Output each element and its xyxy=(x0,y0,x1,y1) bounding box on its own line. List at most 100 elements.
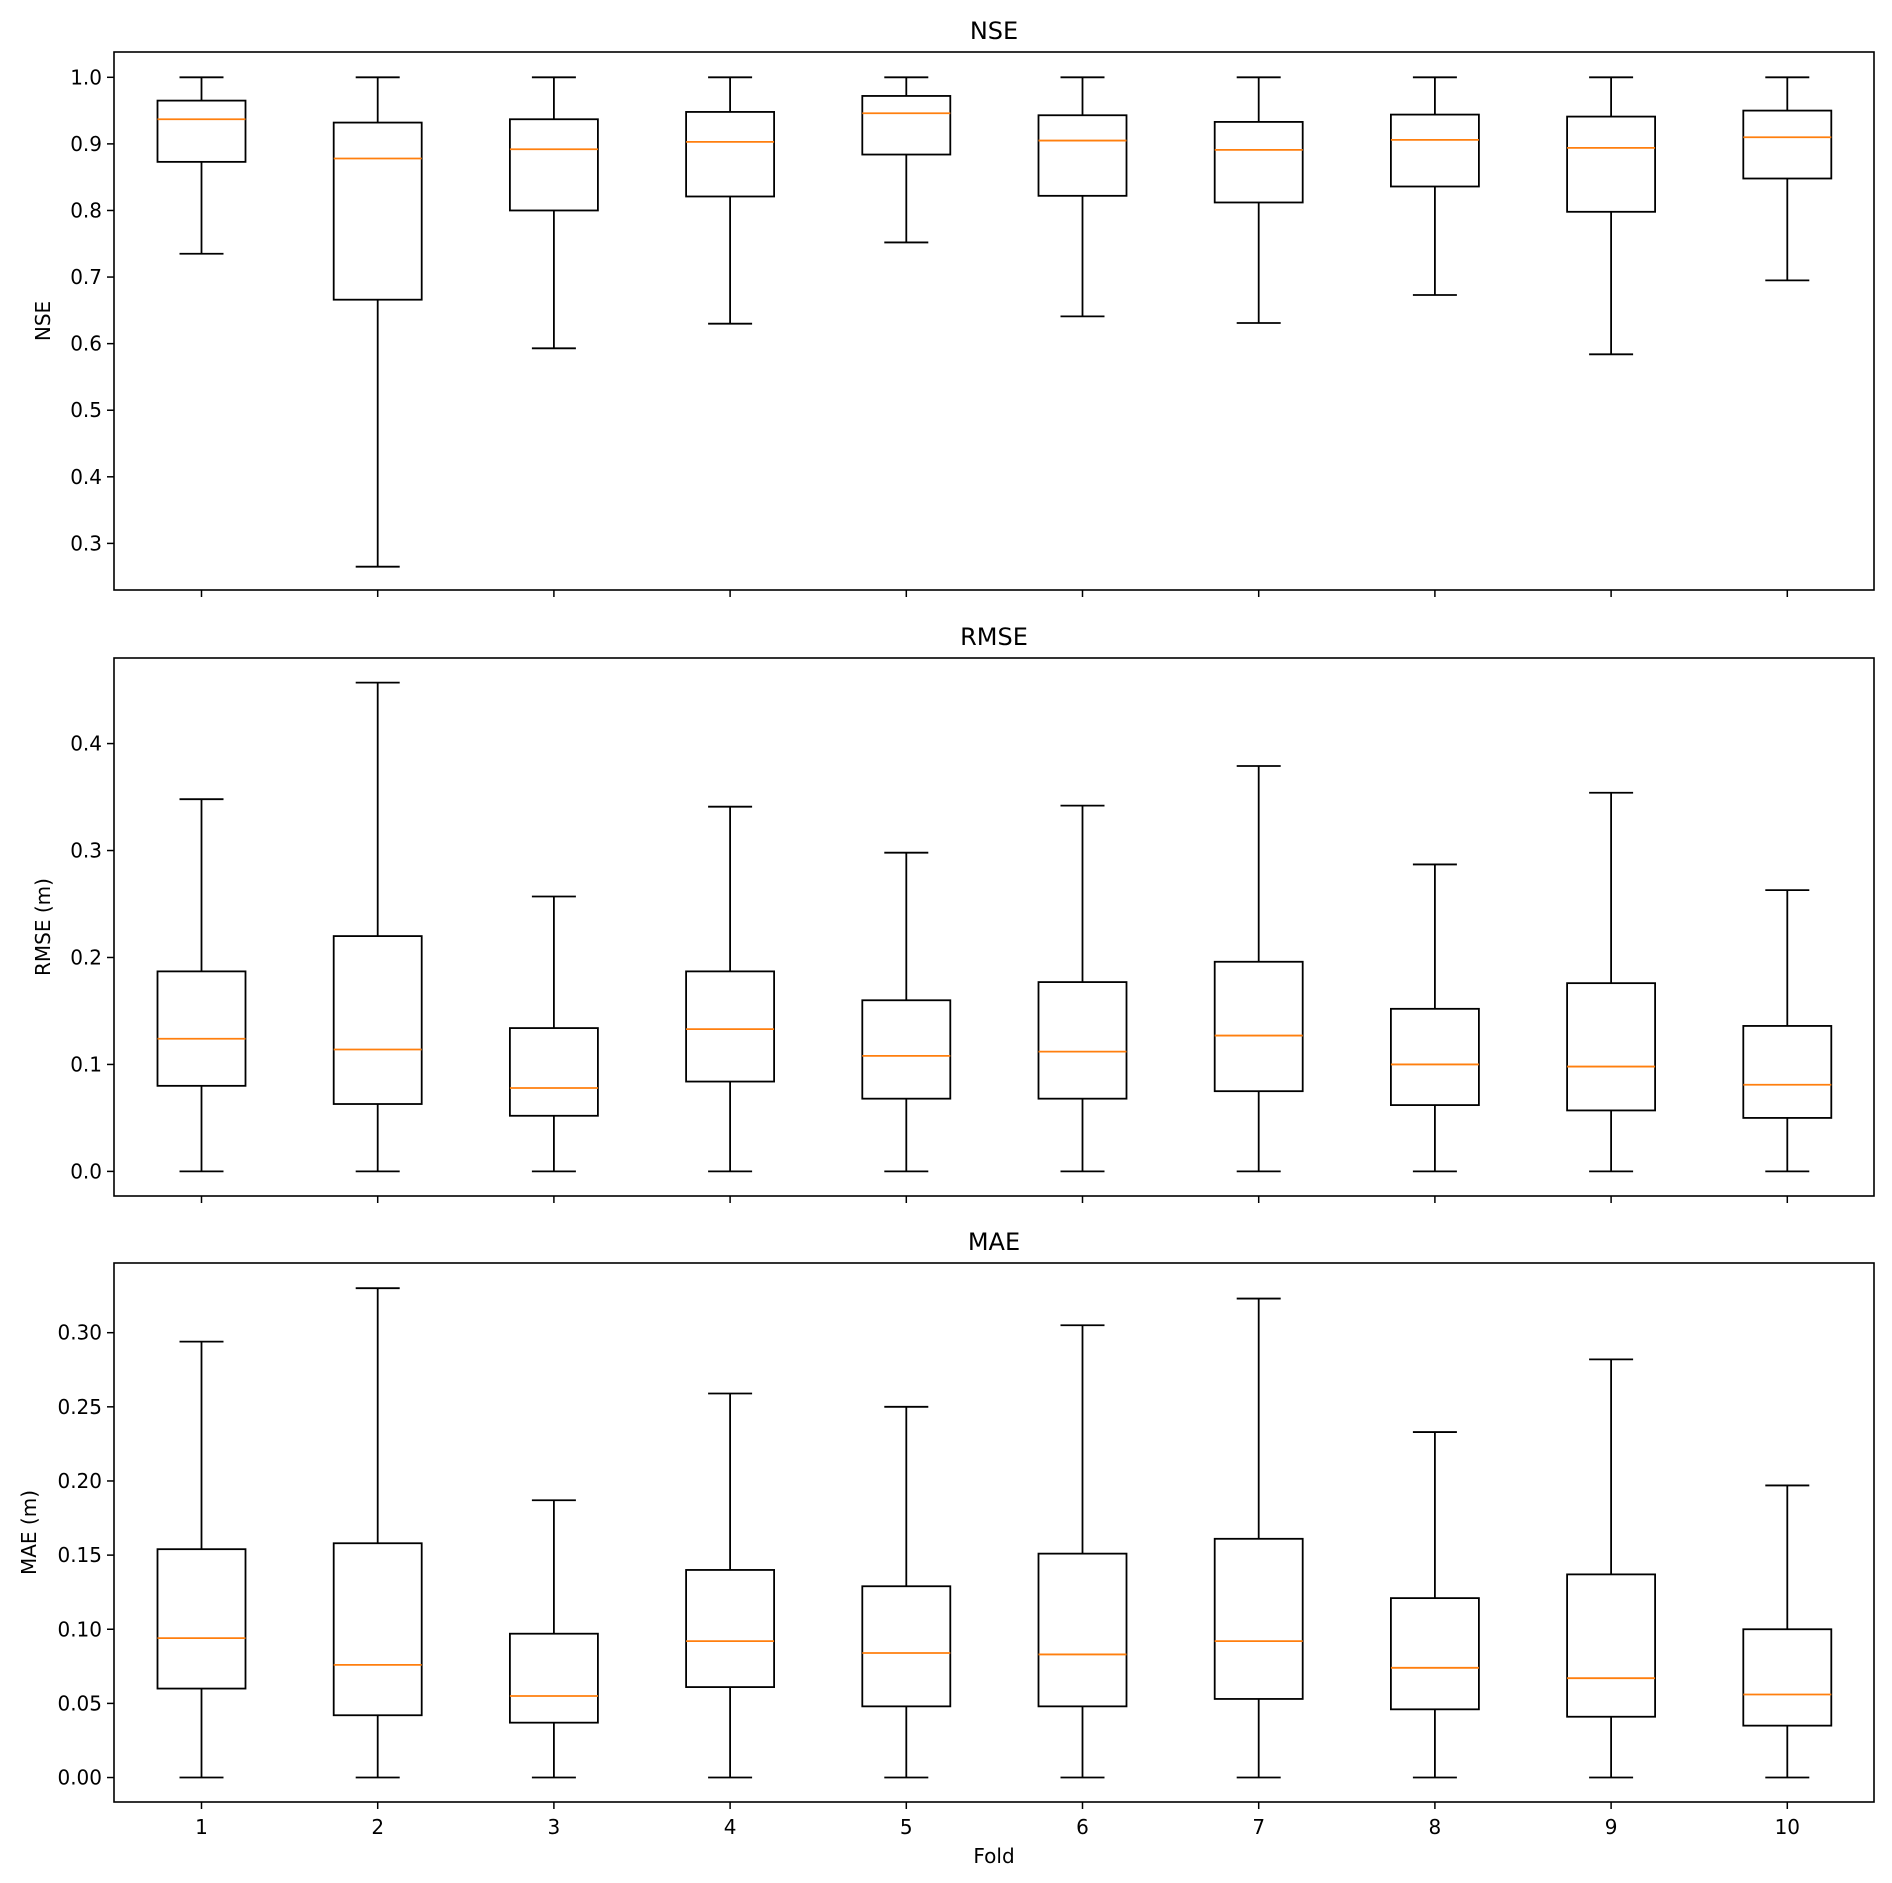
box-fold-9 xyxy=(1566,76,1656,356)
iqr-box xyxy=(685,970,775,1083)
box-fold-7 xyxy=(1213,1297,1304,1779)
iqr-box xyxy=(1390,1597,1480,1711)
y-tick-label: 0.0 xyxy=(70,1159,102,1183)
chart-title: MAE xyxy=(968,1228,1020,1256)
iqr-box xyxy=(1390,113,1480,188)
iqr-box xyxy=(156,99,247,163)
chart-panel-1: NSE NSE 0.3 0.4 0.5 0.6 0.7 0.8 0.9 1.0 xyxy=(31,17,1875,597)
y-tick-label: 0.25 xyxy=(57,1395,102,1419)
y-tick-label: 0.9 xyxy=(70,132,102,156)
iqr-box xyxy=(685,111,775,198)
iqr-box xyxy=(1037,114,1128,197)
y-tick-label: 0.1 xyxy=(70,1052,102,1076)
x-tick-label: 3 xyxy=(548,1815,561,1839)
box-fold-1 xyxy=(156,798,247,1173)
box-fold-2 xyxy=(332,1287,423,1779)
iqr-box xyxy=(861,999,952,1100)
x-tick-label: 2 xyxy=(371,1815,384,1839)
iqr-box xyxy=(332,935,423,1105)
x-tick-label: 8 xyxy=(1429,1815,1442,1839)
box-fold-10 xyxy=(1742,1484,1833,1779)
y-tick-label: 0.05 xyxy=(57,1691,102,1715)
iqr-box xyxy=(156,1548,247,1690)
box-fold-5 xyxy=(861,76,952,244)
box-fold-8 xyxy=(1390,863,1480,1173)
iqr-box xyxy=(508,118,599,212)
box-fold-8 xyxy=(1390,76,1480,296)
x-tick-label: 7 xyxy=(1252,1815,1265,1839)
iqr-box xyxy=(1037,981,1128,1100)
y-tick-label: 0.00 xyxy=(57,1766,102,1790)
x-axis-label: Fold xyxy=(973,1844,1014,1868)
box-fold-10 xyxy=(1742,76,1833,282)
y-tick-label: 0.30 xyxy=(57,1321,102,1345)
y-axis-label: RMSE (m) xyxy=(31,878,55,976)
iqr-box xyxy=(1213,1537,1304,1700)
box-fold-7 xyxy=(1213,765,1304,1173)
x-tick-label: 6 xyxy=(1076,1815,1089,1839)
box-fold-1 xyxy=(156,1340,247,1779)
y-tick-label: 0.3 xyxy=(70,531,102,555)
y-tick-label: 0.20 xyxy=(57,1469,102,1493)
iqr-box xyxy=(1566,982,1656,1112)
y-tick-label: 0.7 xyxy=(70,265,102,289)
chart-panel-3: MAE MAE (m) 0.00 0.05 0.10 0.15 0.20 0.25 0.30 1 2… xyxy=(17,1228,1875,1868)
y-tick-label: 0.6 xyxy=(70,332,102,356)
box-fold-4 xyxy=(685,805,775,1173)
iqr-box xyxy=(1037,1552,1128,1708)
chart-title: RMSE xyxy=(960,623,1028,651)
box-fold-9 xyxy=(1566,1358,1656,1779)
box-fold-3 xyxy=(508,76,599,350)
x-tick-label: 5 xyxy=(900,1815,913,1839)
box-fold-5 xyxy=(861,1405,952,1779)
box-fold-6 xyxy=(1037,804,1128,1173)
x-tick-label: 4 xyxy=(724,1815,737,1839)
y-tick-label: 0.10 xyxy=(57,1617,102,1641)
iqr-box xyxy=(1213,960,1304,1093)
x-tick-label: 10 xyxy=(1775,1815,1800,1839)
box-fold-3 xyxy=(508,1499,599,1779)
iqr-box xyxy=(1390,1007,1480,1106)
y-tick-label: 0.2 xyxy=(70,945,102,969)
box-fold-4 xyxy=(685,76,775,325)
x-tick-label: 9 xyxy=(1605,1815,1618,1839)
y-axis-label: NSE xyxy=(31,301,55,341)
iqr-box xyxy=(508,1027,599,1117)
iqr-box xyxy=(1566,1573,1656,1718)
box-fold-4 xyxy=(685,1392,775,1779)
y-tick-label: 0.5 xyxy=(70,398,102,422)
iqr-box xyxy=(332,121,423,301)
iqr-box xyxy=(1742,1025,1833,1119)
chart-panel-2: RMSE RMSE (m) 0.0 0.1 0.2 0.3 0.4 xyxy=(31,623,1875,1203)
box-fold-3 xyxy=(508,895,599,1173)
axes-frame xyxy=(113,1262,1875,1803)
iqr-box xyxy=(508,1632,599,1724)
y-tick-label: 0.4 xyxy=(70,732,102,756)
box-fold-6 xyxy=(1037,1324,1128,1779)
box-fold-8 xyxy=(1390,1431,1480,1779)
box-fold-1 xyxy=(156,76,247,255)
y-tick-label: 0.4 xyxy=(70,465,102,489)
x-tick-label: 1 xyxy=(195,1815,208,1839)
iqr-box xyxy=(1742,109,1833,180)
iqr-box xyxy=(156,970,247,1087)
axes-frame xyxy=(113,657,1875,1197)
y-tick-label: 0.8 xyxy=(70,198,102,222)
iqr-box xyxy=(1566,115,1656,213)
axes-frame xyxy=(113,51,1875,591)
box-fold-9 xyxy=(1566,791,1656,1173)
box-fold-10 xyxy=(1742,889,1833,1173)
iqr-box xyxy=(861,1585,952,1708)
y-tick-label: 0.3 xyxy=(70,839,102,863)
iqr-box xyxy=(1742,1628,1833,1727)
panels: NSE NSE 0.3 0.4 0.5 0.6 0.7 0.8 0.9 1.0 RMSE RMSE (… xyxy=(17,17,1875,1868)
box-fold-5 xyxy=(861,851,952,1173)
chart-title: NSE xyxy=(970,17,1018,45)
box-fold-2 xyxy=(332,681,423,1173)
iqr-box xyxy=(1213,121,1304,204)
iqr-box xyxy=(685,1569,775,1688)
iqr-box xyxy=(861,95,952,156)
y-tick-label: 0.15 xyxy=(57,1543,102,1567)
